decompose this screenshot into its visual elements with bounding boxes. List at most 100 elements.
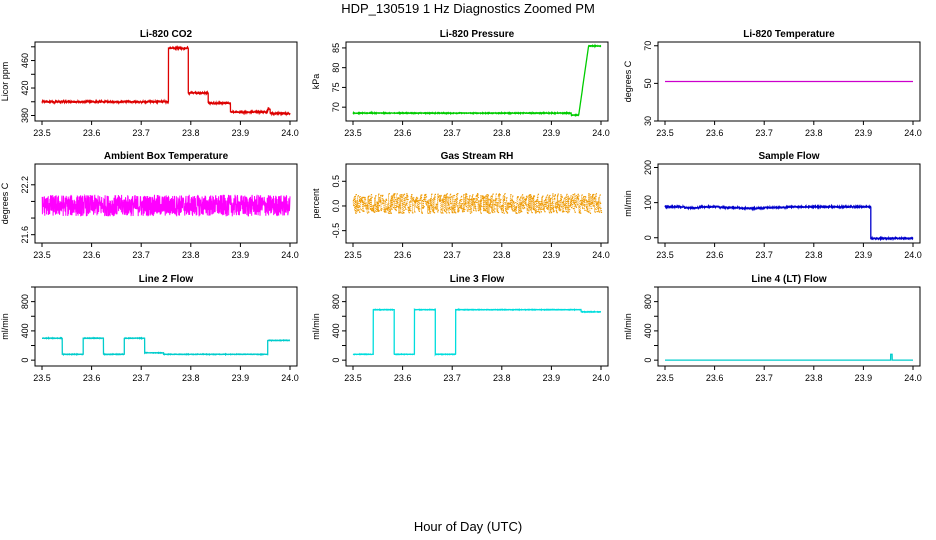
data-point	[478, 200, 480, 202]
data-point	[578, 198, 580, 200]
data-point	[387, 206, 389, 208]
data-point	[506, 197, 508, 199]
data-point	[426, 204, 428, 206]
data-point	[534, 209, 536, 211]
data-point	[493, 199, 495, 201]
data-point	[516, 203, 518, 205]
y-tick-label: 400	[20, 323, 30, 338]
data-point	[435, 208, 437, 210]
data-point	[518, 206, 520, 208]
x-tick-label: 24.0	[904, 250, 922, 260]
data-point	[594, 196, 596, 198]
data-point	[407, 198, 409, 201]
data-point	[433, 209, 435, 211]
data-point	[540, 211, 542, 213]
x-tick-label: 23.9	[543, 373, 561, 383]
data-point	[430, 211, 432, 213]
data-point	[411, 197, 414, 199]
data-point	[474, 201, 476, 203]
data-point	[483, 197, 485, 199]
data-point	[600, 202, 602, 204]
data-point	[530, 195, 532, 197]
data-point	[374, 197, 376, 199]
data-point	[460, 206, 462, 208]
data-point	[570, 195, 572, 197]
data-point	[525, 204, 527, 206]
y-tick-label: 100	[643, 195, 653, 210]
data-point	[455, 203, 457, 205]
data-point	[425, 193, 427, 196]
data-point	[514, 209, 516, 211]
data-series-line	[664, 203, 914, 242]
data-point	[425, 196, 428, 198]
data-point	[576, 197, 578, 199]
data-point	[359, 198, 361, 200]
data-point	[503, 198, 506, 200]
data-point	[500, 199, 502, 201]
data-point	[385, 211, 387, 213]
data-point	[582, 207, 584, 210]
x-tick-label: 23.6	[706, 373, 724, 383]
data-point	[400, 212, 402, 214]
data-point	[548, 204, 550, 206]
data-point	[488, 199, 490, 201]
data-point	[375, 204, 377, 206]
data-point	[380, 209, 382, 212]
panel-7: Line 3 Flow 23.5 23.6 23.7 23.8 23.9 24.0 0 400 8…	[311, 274, 610, 383]
y-tick-label: 800	[331, 294, 341, 309]
data-point	[448, 212, 450, 214]
data-point	[583, 196, 585, 198]
data-point	[596, 201, 598, 203]
data-point	[529, 209, 531, 211]
x-tick-label: 24.0	[281, 250, 299, 260]
data-point	[487, 194, 489, 196]
data-point	[507, 208, 509, 210]
data-point	[433, 207, 435, 209]
data-point	[393, 200, 395, 202]
panel-0: Li-820 CO2 23.5 23.6 23.7 23.8 23.9 24.0 380 420…	[0, 29, 299, 138]
data-point	[393, 193, 395, 195]
data-point	[565, 210, 567, 213]
data-point	[599, 194, 601, 196]
data-point	[412, 212, 414, 214]
data-point	[429, 212, 431, 214]
data-point	[540, 204, 542, 206]
data-point	[431, 204, 433, 206]
data-point	[441, 209, 443, 211]
data-point	[461, 195, 463, 197]
data-point	[470, 198, 472, 200]
data-point	[414, 202, 417, 204]
data-point	[591, 196, 593, 198]
data-point	[427, 200, 429, 202]
data-point	[353, 205, 355, 207]
data-point	[550, 197, 552, 199]
data-series-line	[352, 307, 602, 357]
data-point	[537, 193, 539, 195]
data-point	[450, 193, 452, 195]
data-point	[414, 199, 416, 201]
data-point	[432, 210, 434, 212]
data-point	[519, 211, 521, 213]
x-axis: 23.5 23.6 23.7 23.8 23.9 24.0	[656, 366, 922, 383]
data-point	[509, 203, 511, 206]
x-tick-label: 23.5	[656, 128, 674, 138]
data-point	[600, 210, 602, 212]
data-point	[400, 195, 402, 197]
data-series-line	[352, 193, 602, 215]
data-point	[404, 199, 406, 201]
panel-4: Gas Stream RH 23.5 23.6 23.7 23.8 23.9 24.0 -0.…	[311, 151, 610, 260]
data-point	[491, 201, 493, 203]
data-point	[359, 196, 361, 198]
x-tick-label: 23.8	[805, 250, 823, 260]
x-axis: 23.5 23.6 23.7 23.8 23.9 24.0	[656, 243, 922, 260]
data-point	[402, 212, 404, 214]
data-point	[358, 205, 360, 207]
data-point	[544, 211, 546, 213]
data-point	[457, 211, 459, 213]
data-point	[364, 205, 366, 207]
data-point	[536, 206, 538, 208]
data-point	[514, 208, 516, 210]
data-point	[456, 205, 458, 207]
data-point	[453, 210, 455, 212]
data-point	[581, 194, 583, 196]
